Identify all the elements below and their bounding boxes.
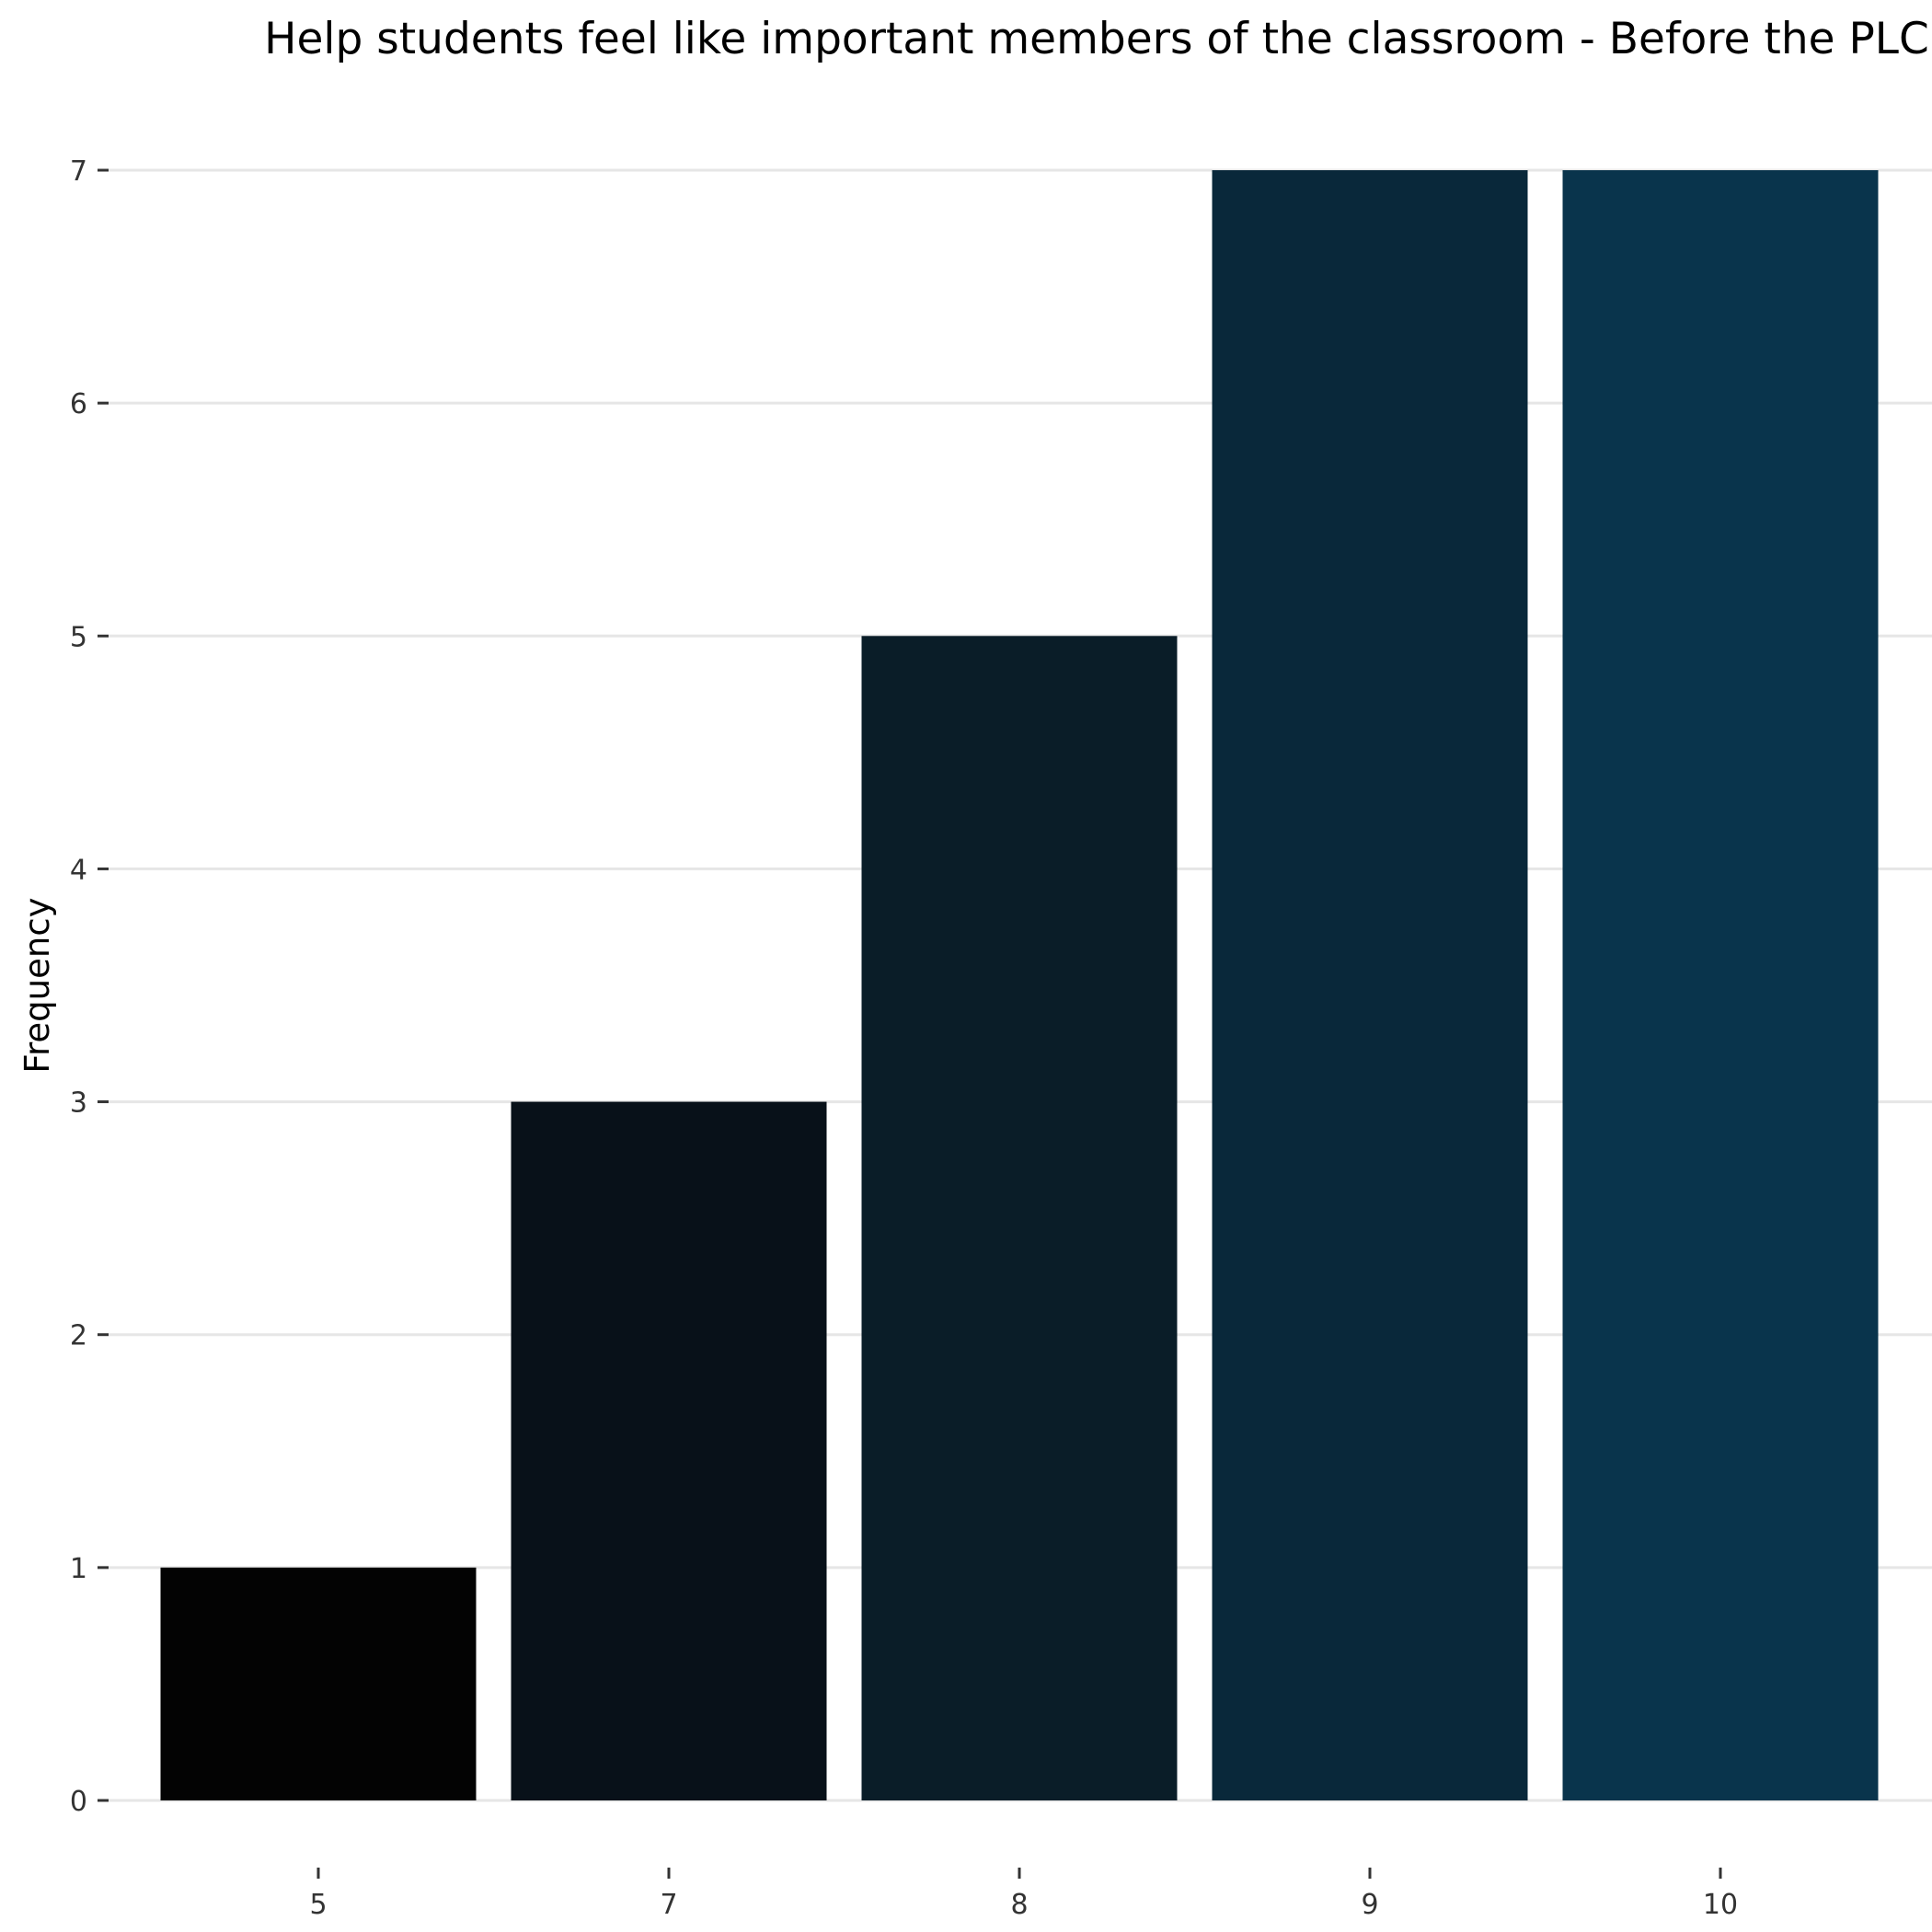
chart-title: Help students feel like important member… <box>264 14 1929 64</box>
bar <box>511 1101 827 1800</box>
y-tick-label: 1 <box>70 1553 87 1585</box>
bar <box>861 636 1178 1801</box>
y-axis-title: Frequency <box>17 897 57 1073</box>
y-tick-label: 0 <box>70 1786 87 1818</box>
x-axis-ticks: 5 7 8 9 10 <box>309 1868 1738 1921</box>
y-axis-ticks: 0 1 2 3 4 5 6 7 <box>70 155 109 1818</box>
bar <box>1212 170 1528 1800</box>
y-tick-label: 3 <box>70 1087 87 1120</box>
y-tick-label: 4 <box>70 854 87 886</box>
y-tick-label: 6 <box>70 388 87 420</box>
y-tick-label: 5 <box>70 621 87 653</box>
x-tick-label: 10 <box>1703 1889 1738 1921</box>
bar <box>1562 170 1879 1800</box>
x-tick-label: 8 <box>1010 1889 1028 1921</box>
x-tick-label: 7 <box>660 1889 677 1921</box>
bar <box>160 1567 477 1800</box>
x-tick-label: 9 <box>1361 1889 1378 1921</box>
bars <box>160 170 1879 1801</box>
x-tick-label: 5 <box>309 1889 327 1921</box>
y-tick-label: 7 <box>70 155 87 188</box>
y-tick-label: 2 <box>70 1320 87 1352</box>
